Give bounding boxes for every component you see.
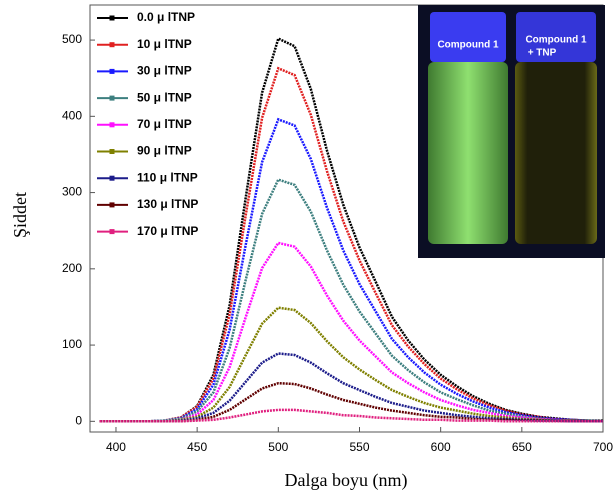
y-tick-label: 200	[62, 261, 82, 275]
legend-label: 50 μ lTNP	[137, 90, 192, 104]
y-axis-title: Şiddet	[10, 192, 30, 238]
legend-label: 10 μ lTNP	[137, 37, 192, 51]
legend-label: 70 μ lTNP	[137, 117, 192, 131]
inset-label: + TNP	[528, 48, 557, 59]
x-tick-label: 500	[268, 440, 288, 454]
legend-label: 30 μ lTNP	[137, 64, 192, 78]
legend-marker	[109, 68, 115, 74]
y-tick-label: 0	[75, 413, 82, 427]
x-tick-label: 600	[431, 440, 451, 454]
series-line	[99, 241, 603, 423]
inset-label: Compound 1	[525, 35, 587, 46]
legend-marker	[109, 149, 115, 154]
legend-marker	[109, 15, 115, 21]
x-axis-title: Dalga boyu (nm)	[285, 470, 408, 491]
legend-label: 170 μ lTNP	[137, 224, 198, 238]
series-line	[99, 408, 603, 423]
legend-label: 130 μ lTNP	[137, 197, 198, 211]
x-tick-label: 400	[106, 440, 126, 454]
x-tick-label: 550	[349, 440, 369, 454]
series-line	[99, 306, 603, 423]
legend-marker	[109, 175, 115, 181]
y-tick-label: 500	[62, 32, 82, 46]
inset-label: Compound 1	[437, 40, 499, 51]
x-tick-label: 700	[593, 440, 613, 454]
legend-marker	[109, 202, 115, 208]
inset-photo	[418, 5, 605, 258]
y-tick-label: 400	[62, 108, 82, 122]
x-tick-label: 450	[187, 440, 207, 454]
legend-marker	[109, 95, 115, 101]
legend-label: 110 μ lTNP	[137, 170, 198, 184]
legend-label: 0.0 μ lTNP	[137, 10, 195, 24]
x-tick-label: 650	[512, 440, 532, 454]
y-tick-label: 100	[62, 337, 82, 351]
y-tick-label: 300	[62, 185, 82, 199]
legend-marker	[109, 229, 115, 235]
legend-marker	[109, 122, 115, 128]
legend-label: 90 μ lTNP	[137, 144, 192, 158]
legend-marker	[109, 42, 115, 48]
